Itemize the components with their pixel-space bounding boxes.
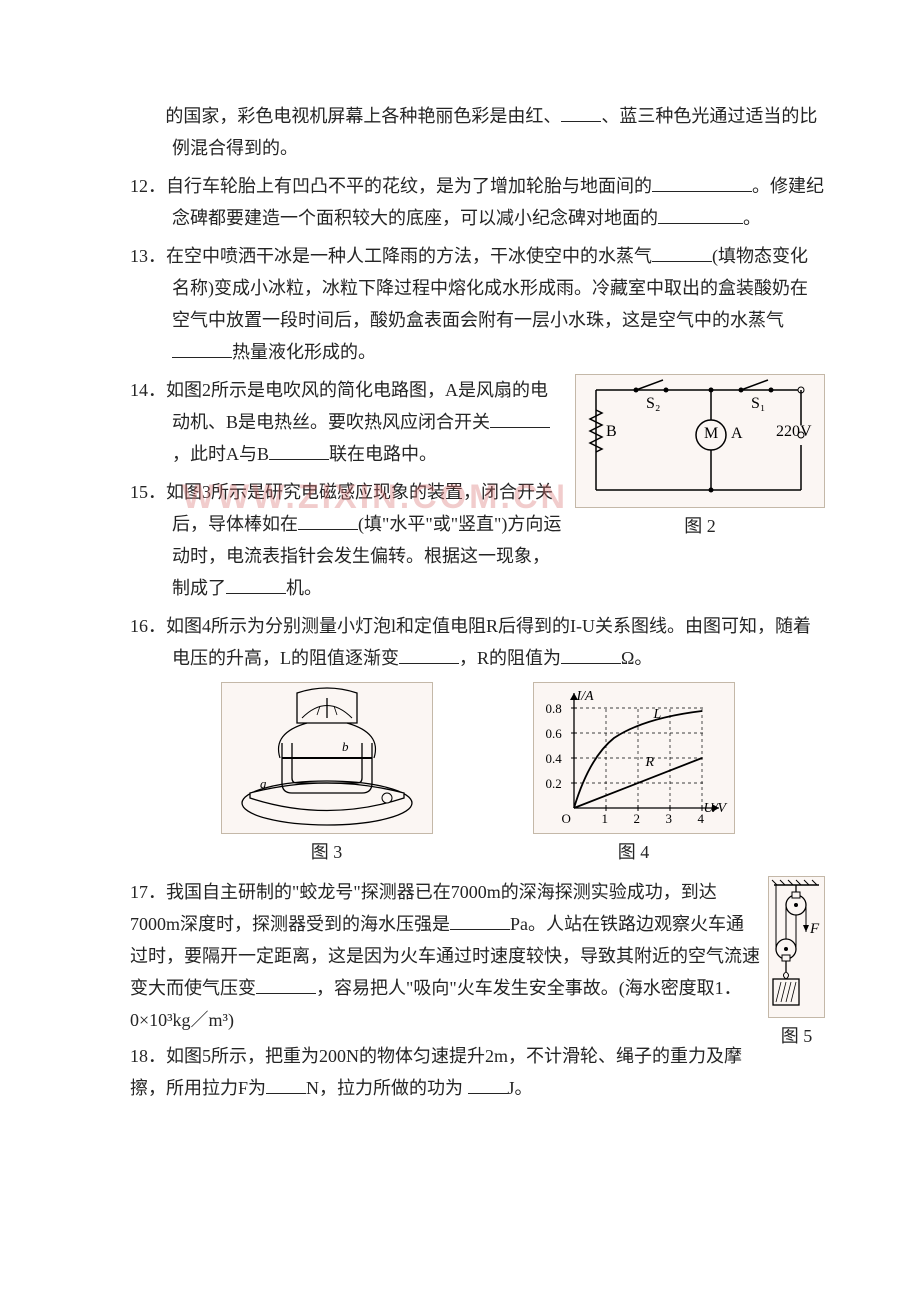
q16: 16．如图4所示为分别测量小灯泡l和定值电阻R后得到的I-U关系图线。由图可知，… — [130, 610, 825, 674]
fig4-y-04: 0.4 — [546, 751, 562, 767]
fig2-v-label: 220V — [776, 423, 812, 441]
fig4-y-06: 0.6 — [546, 726, 562, 742]
fig5-F: F — [810, 921, 819, 938]
fig3-fig4-row: a b 图 3 — [130, 682, 825, 864]
q16-num: 16． — [130, 616, 166, 636]
q18-text-b: N，拉力所做的功为 — [306, 1078, 468, 1098]
q12-text-c: 。 — [743, 208, 761, 228]
fig2-col: S₂ S₁ M A B 220V 图 2 — [575, 374, 825, 538]
q16-text-c: Ω。 — [621, 648, 652, 668]
fig2-s1-label: S₁ — [751, 395, 765, 413]
q11-text-a: 的国家，彩色电视机屏幕上各种艳丽色彩是由红、 — [165, 106, 561, 126]
fig4-L: L — [654, 707, 662, 723]
blank — [490, 409, 550, 428]
fig2-caption: 图 2 — [575, 512, 825, 538]
q12-num: 12． — [130, 176, 166, 196]
q14-num: 14． — [130, 380, 166, 400]
fig2-a-label: A — [731, 425, 743, 443]
q17-num: 17． — [130, 882, 166, 902]
fig4-box: I/A U/V 0.8 0.6 0.4 0.2 O 1 2 3 4 L R 图 … — [533, 682, 735, 864]
fig5-caption: 图 5 — [768, 1022, 825, 1048]
blank — [269, 441, 329, 460]
q13-num: 13． — [130, 246, 166, 266]
blank — [468, 1075, 508, 1094]
q14-q15-row: 14．如图2所示是电吹风的简化电路图，A是风扇的电动机、B是电热丝。要吹热风应闭… — [130, 374, 825, 610]
q15-content: 15．如图3所示是研究电磁感应现象的装置，闭合开关后，导体棒如在(填"水平"或"… — [130, 476, 565, 604]
q13-content: 13．在空中喷洒干冰是一种人工降雨的方法，干冰使空中的水蒸气(填物态变化名称)变… — [130, 240, 825, 368]
fig2-svg — [576, 375, 824, 507]
fig3-caption: 图 3 — [221, 838, 433, 864]
fig5-col: F 图 5 — [768, 876, 825, 1048]
fig4-o: O — [562, 811, 571, 827]
q12-content: 12．自行车轮胎上有凹凸不平的花纹，是为了增加轮胎与地面间的。修建纪念碑都要建造… — [130, 170, 825, 234]
q14-text-b: ，此时A与B — [172, 444, 269, 464]
q13-text-a: 在空中喷洒干冰是一种人工降雨的方法，干冰使空中的水蒸气 — [166, 246, 652, 266]
fig4-y-08: 0.8 — [546, 701, 562, 717]
fig4-ylabel: I/A — [577, 689, 594, 705]
blank — [561, 645, 621, 664]
q14-content: 14．如图2所示是电吹风的简化电路图，A是风扇的电动机、B是电热丝。要吹热风应闭… — [130, 374, 565, 470]
fig4-x-1: 1 — [602, 811, 609, 827]
fig4-x-3: 3 — [666, 811, 673, 827]
fig4-y-02: 0.2 — [546, 776, 562, 792]
svg-text:a: a — [260, 776, 267, 791]
q11-text: 11．的国家，彩色电视机屏幕上各种艳丽色彩是由红、、蓝三种色光通过适当的比例混合… — [130, 100, 825, 164]
fig2-s2-label: S₂ — [646, 395, 660, 413]
q12-text-a: 自行车轮胎上有凹凸不平的花纹，是为了增加轮胎与地面间的 — [166, 176, 652, 196]
fig4-R: R — [646, 755, 655, 771]
q14-text-c: 联在电路中。 — [329, 444, 437, 464]
q14-q15-textcol: 14．如图2所示是电吹风的简化电路图，A是风扇的电动机、B是电热丝。要吹热风应闭… — [130, 374, 565, 610]
blank — [226, 575, 286, 594]
q16-content: 16．如图4所示为分别测量小灯泡l和定值电阻R后得到的I-U关系图线。由图可知，… — [130, 610, 825, 674]
q15-text-c: 机。 — [286, 578, 322, 598]
fig5-svg — [769, 877, 824, 1017]
q13: 13．在空中喷洒干冰是一种人工降雨的方法，干冰使空中的水蒸气(填物态变化名称)变… — [130, 240, 825, 368]
blank — [298, 511, 358, 530]
fig4-x-2: 2 — [634, 811, 641, 827]
blank — [450, 911, 510, 930]
q17-q18-text: 17．我国自主研制的"蛟龙号"探测器已在7000m的深海探测实验成功，到达700… — [130, 876, 760, 1104]
q12: 12．自行车轮胎上有凹凸不平的花纹，是为了增加轮胎与地面间的。修建纪念碑都要建造… — [130, 170, 825, 234]
svg-text:b: b — [342, 739, 349, 754]
q18: 18．如图5所示，把重为200N的物体匀速提升2m，不计滑轮、绳子的重力及摩擦，… — [130, 1040, 760, 1104]
q15: 15．如图3所示是研究电磁感应现象的装置，闭合开关后，导体棒如在(填"水平"或"… — [130, 476, 565, 604]
fig3-svg: a b — [222, 683, 432, 833]
blank — [399, 645, 459, 664]
fig2-m-label: M — [704, 425, 718, 443]
blank — [658, 205, 743, 224]
blank — [172, 339, 232, 358]
blank — [652, 243, 712, 262]
q14: 14．如图2所示是电吹风的简化电路图，A是风扇的电动机、B是电热丝。要吹热风应闭… — [130, 374, 565, 470]
fig3-box: a b 图 3 — [221, 682, 433, 864]
fig2-diagram: S₂ S₁ M A B 220V — [575, 374, 825, 508]
fig3-diagram: a b — [221, 682, 433, 834]
q18-text-c: J。 — [508, 1078, 533, 1098]
q17-q18-row: 17．我国自主研制的"蛟龙号"探测器已在7000m的深海探测实验成功，到达700… — [130, 876, 825, 1104]
fig5-diagram: F — [768, 876, 825, 1018]
blank — [266, 1075, 306, 1094]
q13-text-c: 热量液化形成的。 — [232, 342, 376, 362]
q11-continuation: 11．的国家，彩色电视机屏幕上各种艳丽色彩是由红、、蓝三种色光通过适当的比例混合… — [130, 100, 825, 164]
fig2-b-label: B — [606, 423, 617, 441]
blank — [561, 103, 601, 122]
fig4-x-4: 4 — [698, 811, 705, 827]
q18-num: 18． — [130, 1046, 166, 1066]
q15-num: 15． — [130, 482, 166, 502]
fig4-diagram: I/A U/V 0.8 0.6 0.4 0.2 O 1 2 3 4 L R — [533, 682, 735, 834]
fig4-caption: 图 4 — [533, 838, 735, 864]
fig4-xlabel: U/V — [704, 801, 727, 817]
blank — [256, 975, 316, 994]
blank — [652, 173, 752, 192]
q16-text-b: ，R的阻值为 — [459, 648, 561, 668]
q17: 17．我国自主研制的"蛟龙号"探测器已在7000m的深海探测实验成功，到达700… — [130, 876, 760, 1036]
